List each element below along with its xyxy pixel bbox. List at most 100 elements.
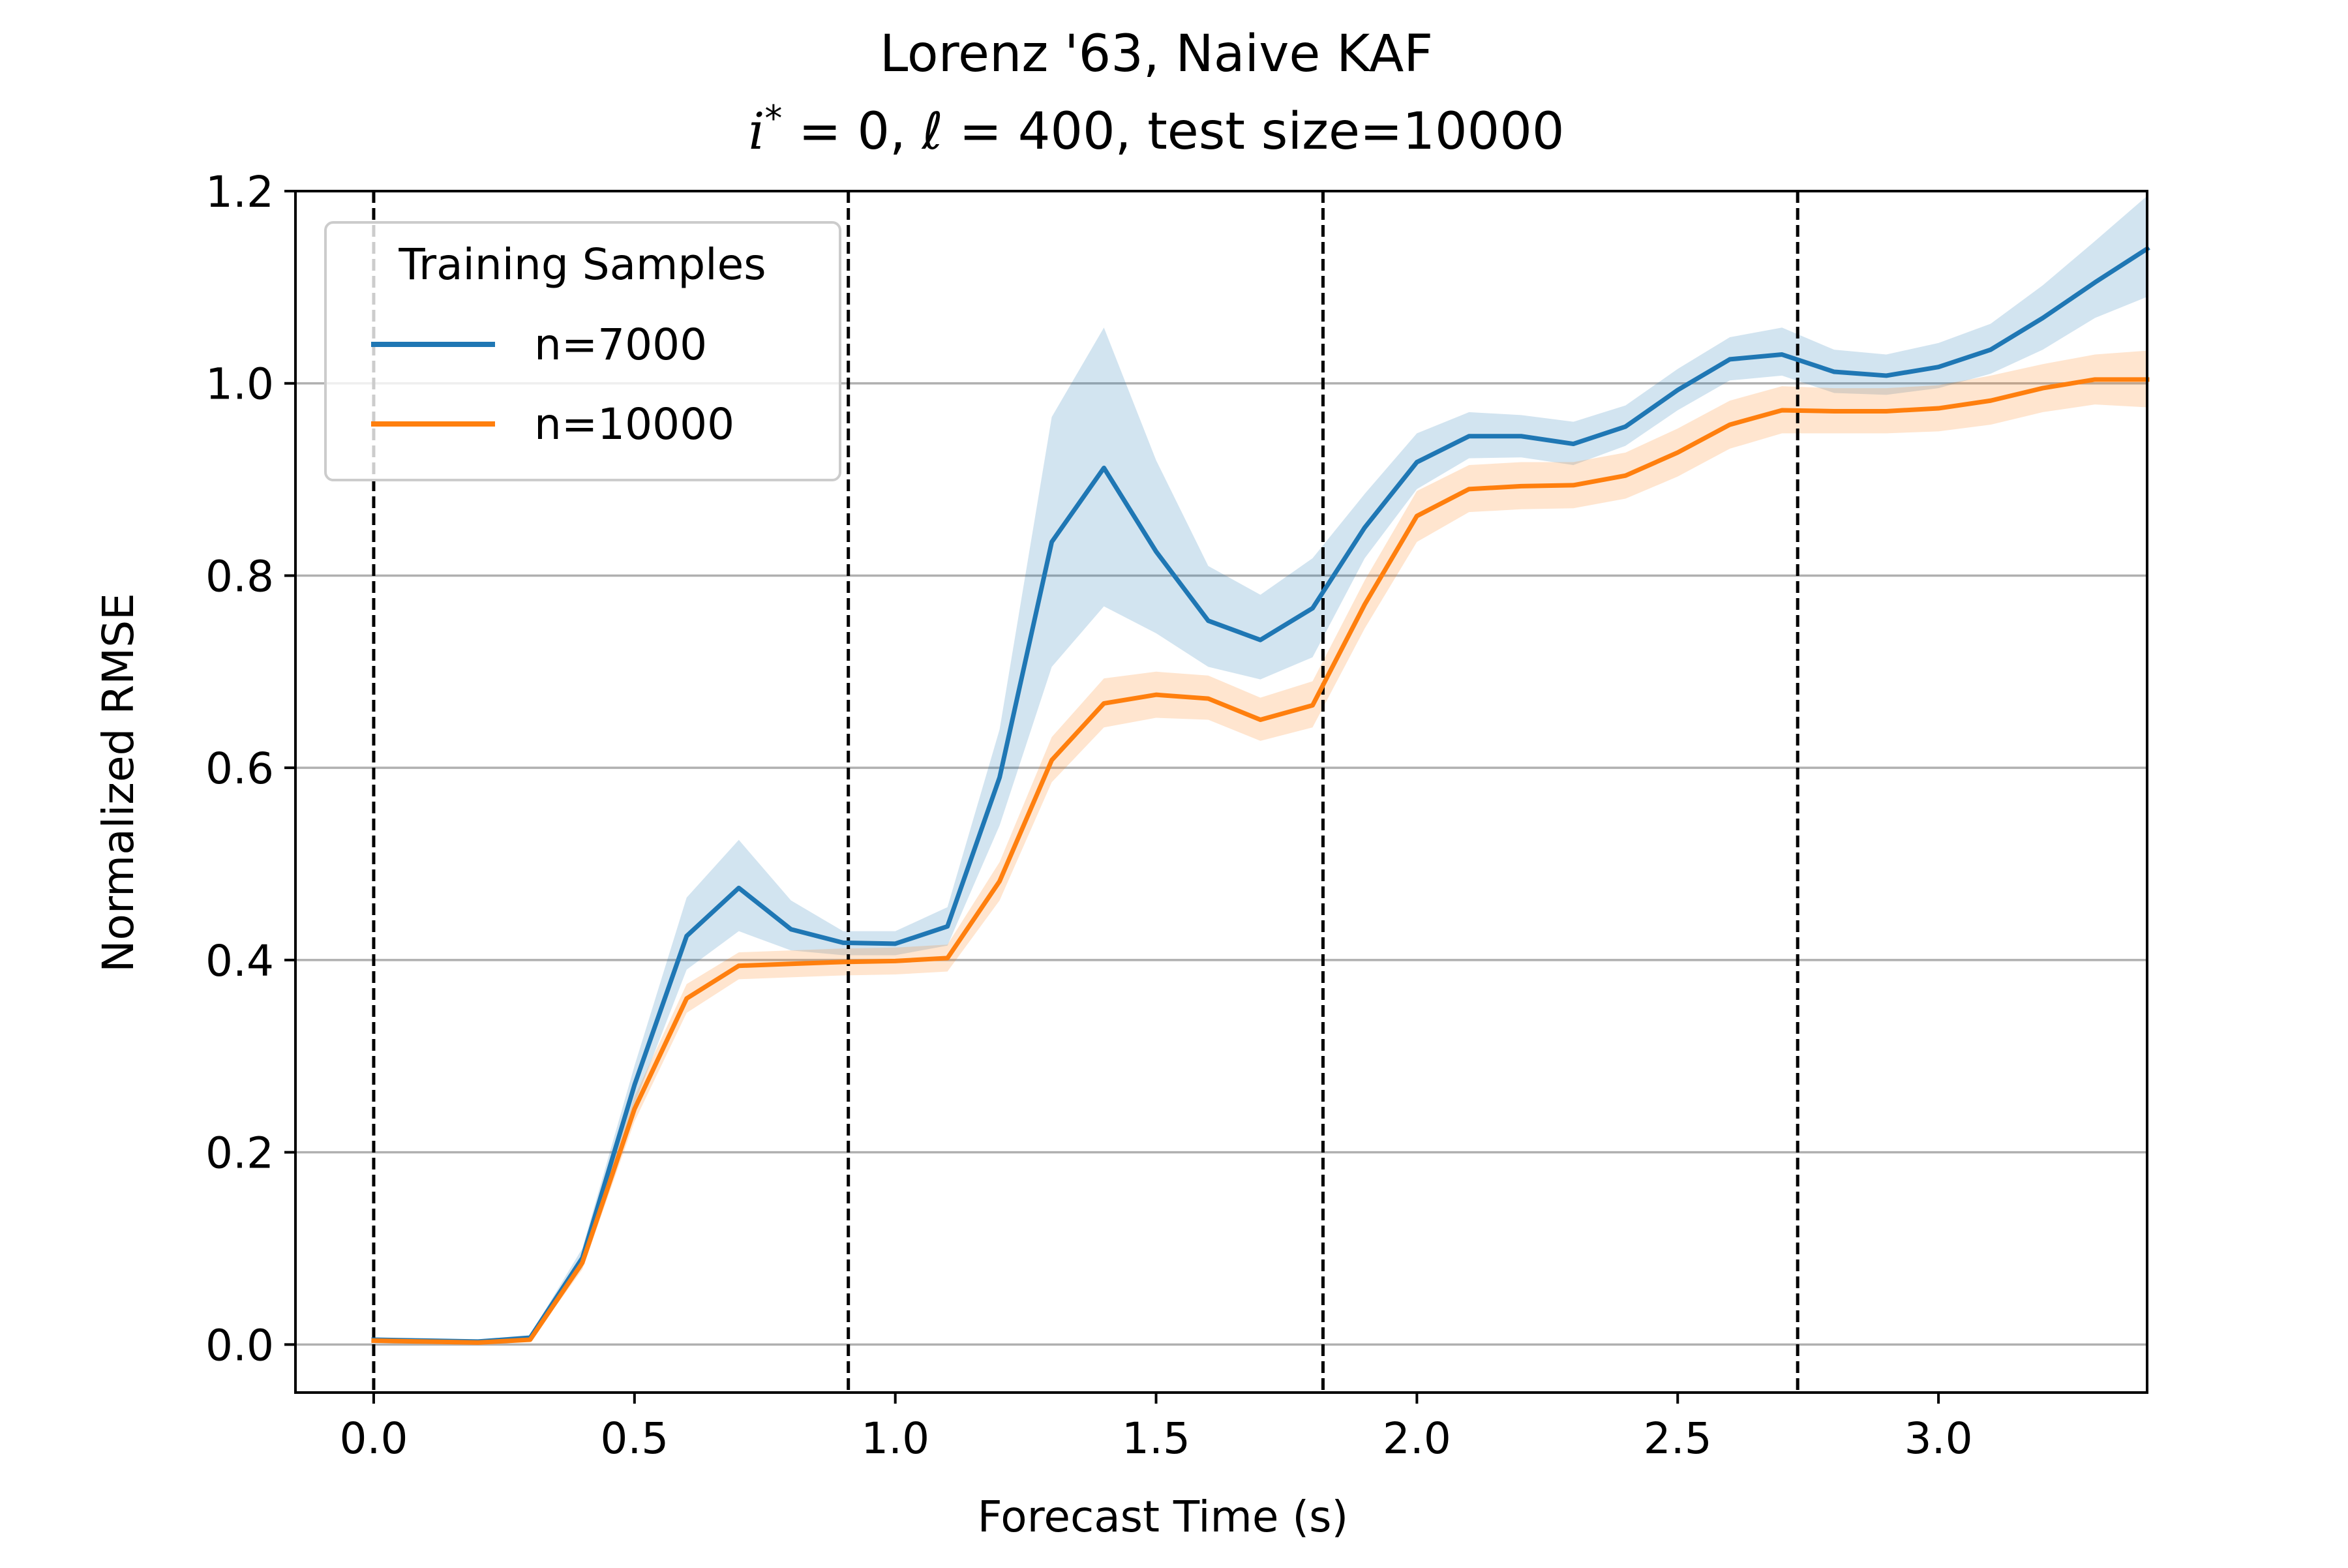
x-tick-label: 3.0 <box>1904 1413 1973 1464</box>
data-point <box>789 927 794 932</box>
data-point <box>945 924 950 929</box>
y-tick-label: 1.2 <box>205 167 274 217</box>
data-point <box>632 1082 637 1087</box>
data-point <box>1727 357 1732 362</box>
y-tick-label: 0.4 <box>205 936 274 986</box>
y-tick-label: 0.2 <box>205 1128 274 1179</box>
data-point <box>893 958 898 963</box>
data-point <box>1988 398 1993 403</box>
title-i-symbol: i <box>748 102 764 161</box>
data-point <box>997 775 1002 780</box>
vertical-reference-lines <box>372 191 1799 1393</box>
series-lines <box>371 245 2150 1345</box>
data-point <box>1049 539 1055 545</box>
data-point <box>1362 525 1367 530</box>
data-point <box>684 996 689 1001</box>
data-point <box>1257 637 1263 642</box>
data-point <box>1154 549 1159 554</box>
data-point <box>1310 606 1315 611</box>
series-line-n7000 <box>371 245 2150 1344</box>
data-point <box>1936 365 1941 370</box>
x-axis-ticks: 0.0 0.5 1.0 1.5 2.0 2.5 3.0 <box>339 1393 1973 1464</box>
data-point <box>2092 280 2098 285</box>
y-tick-label: 0.0 <box>205 1320 274 1370</box>
data-point <box>1206 696 1211 701</box>
data-point <box>1831 369 1837 374</box>
data-point <box>1571 483 1576 488</box>
y-axis-ticks: 0.0 0.2 0.4 0.6 0.8 1.0 1.2 <box>205 167 295 1370</box>
data-point <box>632 1106 637 1111</box>
title-eq-part1: = 0, <box>782 102 922 161</box>
y-tick-label: 1.0 <box>205 359 274 410</box>
data-point <box>1623 424 1628 429</box>
data-point <box>1779 408 1784 413</box>
y-tick-label: 0.6 <box>205 744 274 794</box>
data-point <box>1727 422 1732 427</box>
title-eq-part2: = 400, test size=10000 <box>943 102 1565 161</box>
data-point <box>1779 352 1784 357</box>
legend-label-n10000: n=10000 <box>534 399 734 449</box>
data-point <box>1936 406 1941 411</box>
data-point <box>1154 692 1159 697</box>
y-axis-label: Normalized RMSE <box>93 593 143 972</box>
data-point <box>1206 618 1211 624</box>
data-point <box>945 956 950 961</box>
data-point <box>1310 702 1315 708</box>
legend-label-n7000: n=7000 <box>534 320 707 370</box>
data-point <box>2040 316 2045 321</box>
x-tick-label: 0.0 <box>339 1413 408 1464</box>
plot-frame <box>294 190 2148 1394</box>
data-point <box>789 961 794 967</box>
data-point <box>580 1260 585 1265</box>
x-tick-label: 2.0 <box>1383 1413 1451 1464</box>
x-tick-label: 1.0 <box>861 1413 929 1464</box>
data-point <box>1675 450 1680 455</box>
x-tick-label: 1.5 <box>1122 1413 1190 1464</box>
data-point <box>423 1339 429 1344</box>
data-point <box>1049 757 1055 762</box>
legend-title: Training Samples <box>398 239 766 290</box>
data-point <box>997 879 1002 884</box>
data-point <box>2040 385 2045 391</box>
data-point <box>1362 602 1367 607</box>
data-point <box>1884 373 1889 378</box>
data-point <box>1518 483 1524 489</box>
chart-title-line2: i* = 0, ℓ = 400, test size=10000 <box>748 98 1564 161</box>
data-point <box>684 933 689 939</box>
data-point <box>371 1338 376 1343</box>
data-point <box>1102 701 1107 706</box>
data-point <box>1831 408 1837 414</box>
data-point <box>736 885 742 890</box>
data-point <box>1675 387 1680 393</box>
data-point <box>1571 442 1576 447</box>
data-point <box>528 1337 533 1342</box>
title-i-superscript: * <box>764 98 782 139</box>
legend: Training Samples n=7000 n=10000 <box>324 221 841 481</box>
x-tick-label: 2.5 <box>1644 1413 1712 1464</box>
x-tick-label: 0.5 <box>600 1413 669 1464</box>
data-point <box>1466 434 1471 439</box>
legend-box <box>324 221 841 481</box>
data-point <box>1102 465 1107 470</box>
data-point <box>1466 487 1471 492</box>
data-point <box>1414 513 1419 519</box>
title-ell-symbol: ℓ <box>921 102 943 161</box>
data-point <box>1257 717 1263 722</box>
x-axis-label: Forecast Time (s) <box>978 1492 1349 1542</box>
data-point <box>475 1340 481 1345</box>
data-point <box>1623 473 1628 478</box>
data-point <box>1414 460 1419 465</box>
data-point <box>1518 434 1524 439</box>
data-point <box>841 940 846 945</box>
series-line-n10000 <box>371 377 2150 1345</box>
y-tick-label: 0.8 <box>205 551 274 601</box>
data-point <box>1884 408 1889 414</box>
data-point <box>2092 377 2098 382</box>
data-point <box>841 959 846 965</box>
data-point <box>893 941 898 946</box>
data-point <box>1988 347 1993 352</box>
chart-title-line1: Lorenz '63, Naive KAF <box>880 25 1433 83</box>
data-point <box>736 963 742 969</box>
